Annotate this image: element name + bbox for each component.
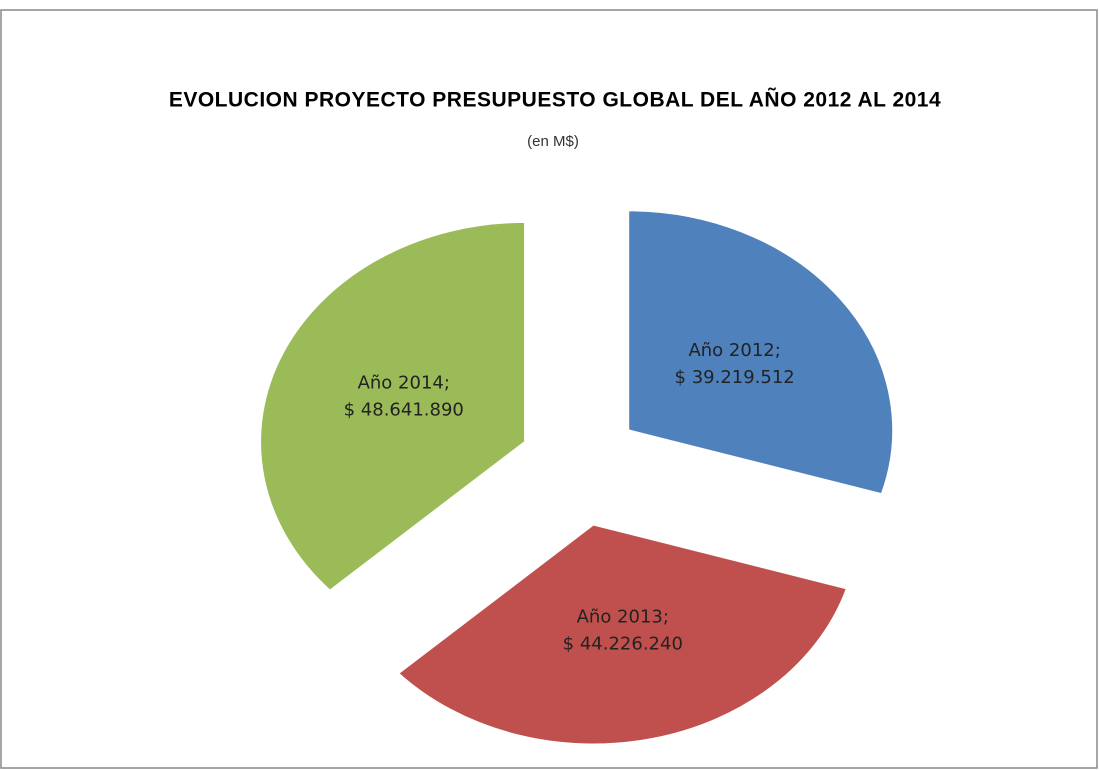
pie-slice	[259, 220, 527, 593]
pie-slice	[396, 523, 849, 746]
chart-subtitle: (en M$)	[527, 133, 579, 150]
chart-title: EVOLUCION PROYECTO PRESUPUESTO GLOBAL DE…	[169, 89, 941, 112]
slice-value-label: $ 44.226.240	[563, 634, 683, 655]
slice-category: Año 2014;	[358, 373, 450, 394]
slice-category: Año 2012;	[688, 340, 780, 361]
pie-slice	[627, 209, 895, 496]
slice-category: Año 2013;	[577, 607, 669, 628]
slice-value-label: $ 39.219.512	[675, 367, 795, 388]
chart-frame	[0, 9, 1098, 769]
slice-value-label: $ 48.641.890	[344, 400, 464, 421]
